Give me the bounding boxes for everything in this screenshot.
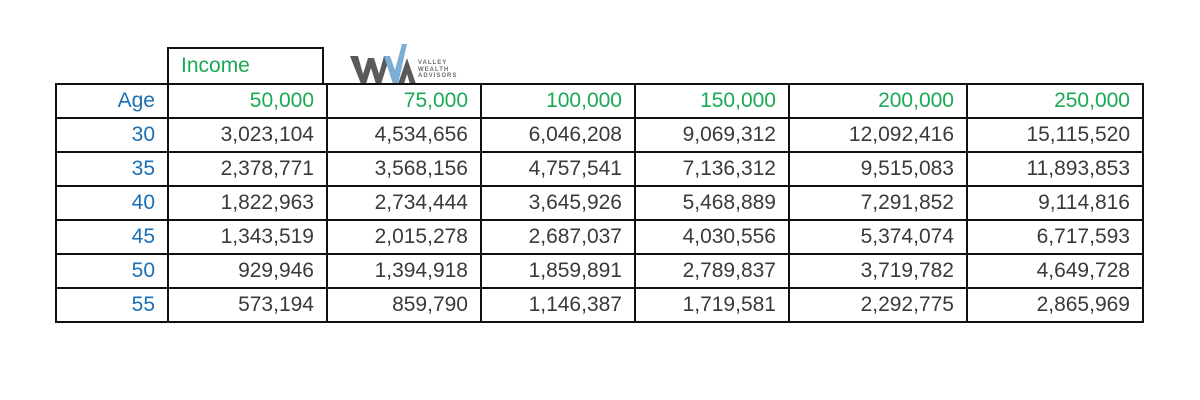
value-cell: 1,719,581 [634,287,790,323]
value-cell: 4,649,728 [966,253,1144,289]
age-cell: 55 [55,287,169,323]
value-cell: 2,378,771 [167,151,328,187]
value-cell: 5,468,889 [634,185,790,221]
value-cell: 3,719,782 [788,253,968,289]
logo-text: VALLEY WEALTH ADVISORS [418,60,457,80]
value-cell: 3,645,926 [480,185,636,221]
age-cell: 35 [55,151,169,187]
value-cell: 4,757,541 [480,151,636,187]
value-cell: 2,687,037 [480,219,636,255]
value-cell: 1,343,519 [167,219,328,255]
value-cell: 2,789,837 [634,253,790,289]
table-row: 55 573,194 859,790 1,146,387 1,719,581 2… [55,287,1144,323]
income-header: 50,000 [167,83,328,119]
logo-line-valley: VALLEY [418,60,448,66]
value-cell: 859,790 [326,287,482,323]
age-cell: 40 [55,185,169,221]
table-row: 45 1,343,519 2,015,278 2,687,037 4,030,5… [55,219,1144,255]
table-header-row: Age 50,000 75,000 100,000 150,000 200,00… [55,83,1144,119]
retirement-table: Age 50,000 75,000 100,000 150,000 200,00… [55,83,1144,323]
income-header: 75,000 [326,83,482,119]
table-row: 40 1,822,963 2,734,444 3,645,926 5,468,8… [55,185,1144,221]
value-cell: 1,859,891 [480,253,636,289]
value-cell: 7,136,312 [634,151,790,187]
value-cell: 3,023,104 [167,117,328,153]
value-cell: 2,292,775 [788,287,968,323]
value-cell: 1,146,387 [480,287,636,323]
table-row: 35 2,378,771 3,568,156 4,757,541 7,136,3… [55,151,1144,187]
wwa-logo-mark-icon [350,44,416,84]
company-logo: VALLEY WEALTH ADVISORS [350,44,480,84]
value-cell: 11,893,853 [966,151,1144,187]
value-cell: 4,534,656 [326,117,482,153]
income-header: 150,000 [634,83,790,119]
value-cell: 2,865,969 [966,287,1144,323]
age-header: Age [55,83,169,119]
value-cell: 1,822,963 [167,185,328,221]
age-cell: 50 [55,253,169,289]
value-cell: 573,194 [167,287,328,323]
value-cell: 5,374,074 [788,219,968,255]
value-cell: 6,046,208 [480,117,636,153]
table-row: 30 3,023,104 4,534,656 6,046,208 9,069,3… [55,117,1144,153]
age-cell: 45 [55,219,169,255]
value-cell: 12,092,416 [788,117,968,153]
value-cell: 15,115,520 [966,117,1144,153]
value-cell: 2,015,278 [326,219,482,255]
value-cell: 9,114,816 [966,185,1144,221]
value-cell: 7,291,852 [788,185,968,221]
income-header: 250,000 [966,83,1144,119]
income-header: 200,000 [788,83,968,119]
value-cell: 4,030,556 [634,219,790,255]
logo-line-advisors: ADVISORS [418,73,458,79]
value-cell: 9,069,312 [634,117,790,153]
value-cell: 1,394,918 [326,253,482,289]
table-row: 50 929,946 1,394,918 1,859,891 2,789,837… [55,253,1144,289]
age-cell: 30 [55,117,169,153]
value-cell: 9,515,083 [788,151,968,187]
value-cell: 929,946 [167,253,328,289]
income-header-cell: Income [167,47,324,83]
logo-line-wealth: WEALTH [418,66,450,73]
value-cell: 2,734,444 [326,185,482,221]
income-header: 100,000 [480,83,636,119]
value-cell: 6,717,593 [966,219,1144,255]
value-cell: 3,568,156 [326,151,482,187]
